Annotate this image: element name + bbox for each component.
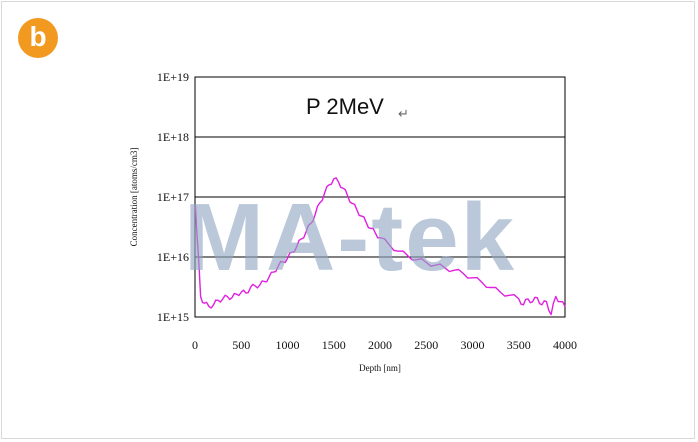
x-tick-label: 3500 xyxy=(507,338,531,352)
gridlines xyxy=(195,136,565,258)
panel-badge: b xyxy=(18,18,58,58)
y-tick-label: 1E+18 xyxy=(157,130,189,144)
watermark-text: MA-tek xyxy=(184,184,516,291)
x-tick-label: 3000 xyxy=(461,338,485,352)
x-tick-label: 2000 xyxy=(368,338,392,352)
y-tick-label: 1E+16 xyxy=(157,250,189,264)
chart-title: P 2MeV xyxy=(306,94,384,119)
chart-title-mark: ↵ xyxy=(398,106,409,121)
x-tick-label: 1000 xyxy=(276,338,300,352)
y-axis-label: Concentration [atoms/cm3] xyxy=(129,148,139,247)
x-axis-label: Depth [nm] xyxy=(359,363,401,373)
x-tick-label: 0 xyxy=(192,338,198,352)
x-tick-label: 500 xyxy=(232,338,250,352)
panel-badge-label: b xyxy=(29,20,47,52)
series-line-p-2mev xyxy=(194,177,566,316)
y-tick-label: 1E+17 xyxy=(157,190,189,204)
x-tick-label: 4000 xyxy=(553,338,577,352)
x-tick-label: 2500 xyxy=(414,338,438,352)
x-tick-label: 1500 xyxy=(322,338,346,352)
x-tick-labels: 0 500 1000 1500 2000 2500 3000 3500 4000 xyxy=(192,338,577,352)
y-tick-label: 1E+19 xyxy=(157,70,189,84)
y-tick-label: 1E+15 xyxy=(157,310,189,324)
y-tick-labels: 1E+15 1E+16 1E+17 1E+18 1E+19 xyxy=(157,70,189,324)
